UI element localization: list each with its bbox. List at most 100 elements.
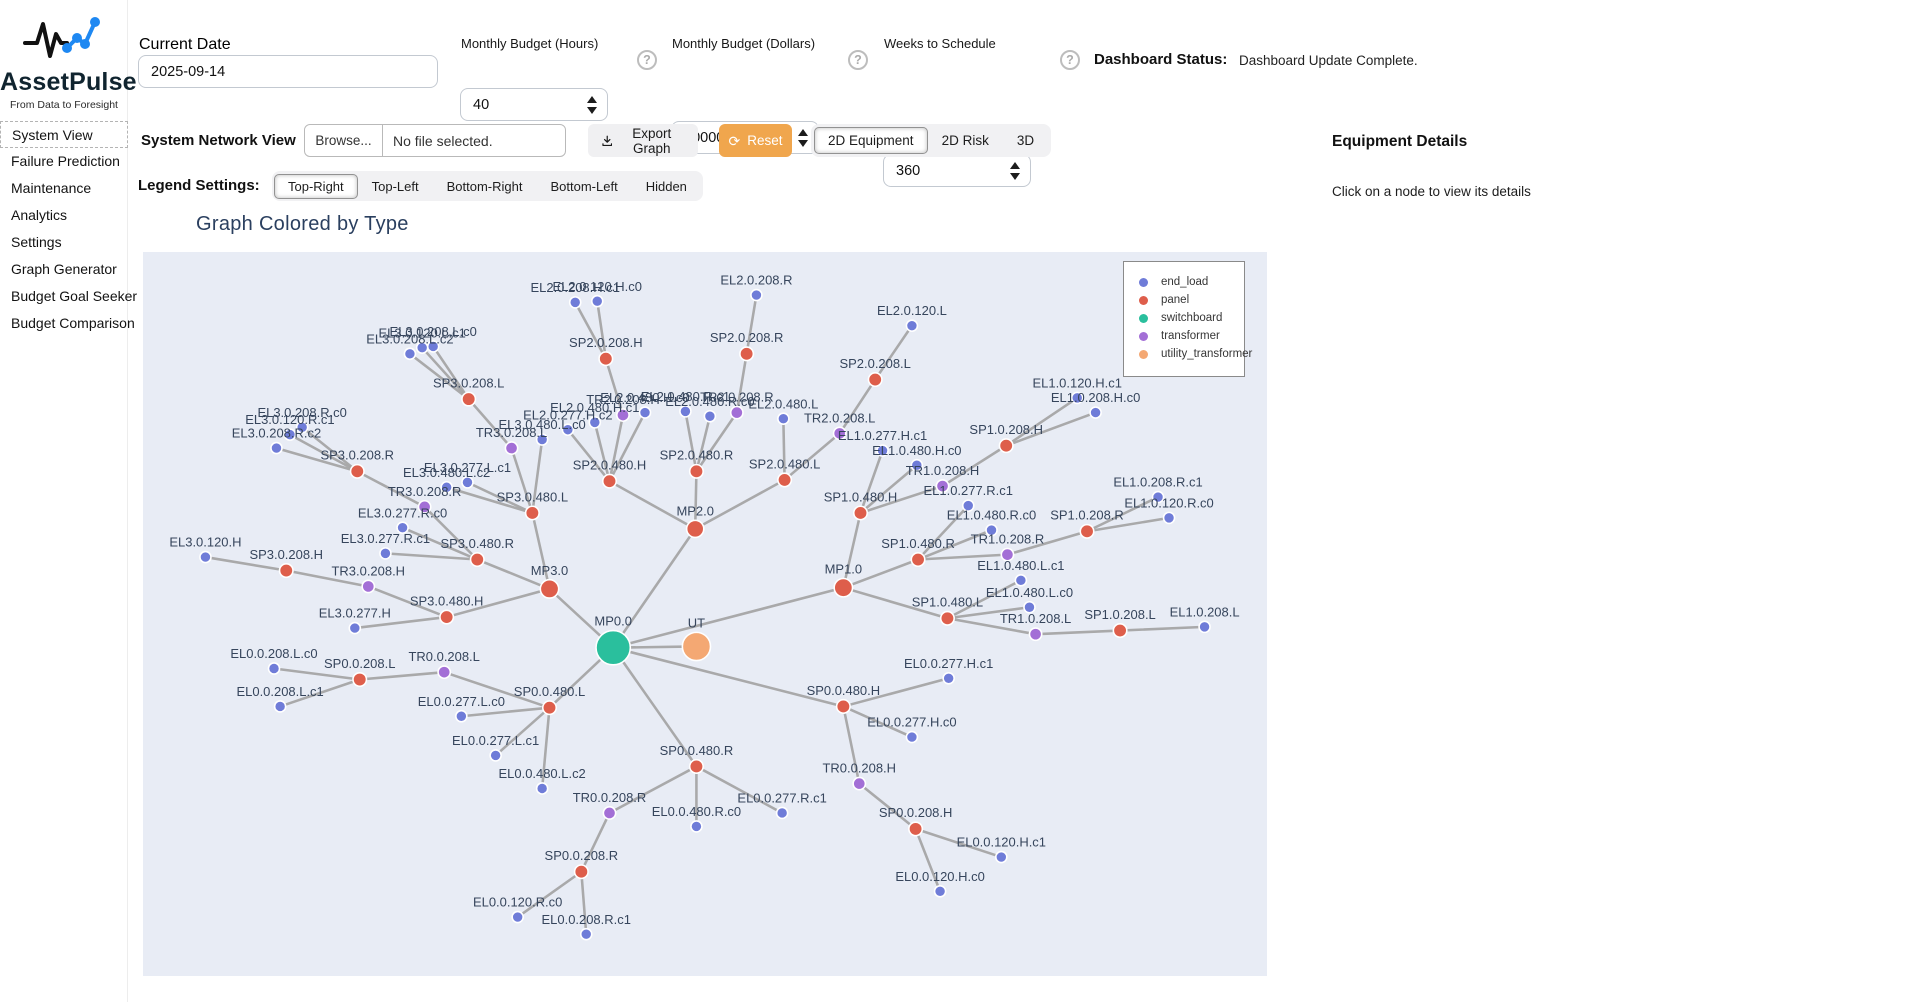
- node-TR0.0.208.H[interactable]: [852, 776, 867, 791]
- node-SP2.0.208.L[interactable]: [867, 371, 883, 388]
- node-SP1.0.208.R[interactable]: [1079, 523, 1095, 539]
- node-EL1.0.480.R.c0[interactable]: [985, 523, 998, 537]
- node-EL1.0.480.L.c0[interactable]: [1023, 600, 1036, 614]
- browse-button[interactable]: Browse...: [305, 125, 383, 156]
- node-SP3.0.480.R[interactable]: [469, 551, 485, 568]
- node-EL2.0.120.L[interactable]: [905, 319, 919, 332]
- node-SP1.0.208.H[interactable]: [998, 438, 1014, 454]
- node-SP0.0.480.R[interactable]: [688, 758, 704, 774]
- node-EL0.0.120.H.c1[interactable]: [994, 850, 1008, 864]
- node-EL1.0.208.R.c1[interactable]: [1151, 490, 1165, 504]
- weeks-stepper[interactable]: [1009, 161, 1021, 180]
- node-EL3.0.277.R.c0[interactable]: [396, 521, 409, 534]
- node-EL2.0.480.H.c1[interactable]: [588, 416, 602, 429]
- legend-entry-switchboard[interactable]: switchboard: [1139, 312, 1244, 324]
- node-TR3.0.208.R[interactable]: [417, 499, 432, 514]
- sidebar-item-analytics[interactable]: Analytics: [11, 207, 68, 223]
- node-EL1.0.120.R.c0[interactable]: [1162, 511, 1176, 525]
- reset-button[interactable]: ⟳ Reset: [719, 124, 792, 157]
- node-EL3.0.208.L.c2[interactable]: [403, 347, 417, 361]
- node-EL3.0.120.R.c1[interactable]: [283, 428, 297, 441]
- node-EL0.0.208.L.c0[interactable]: [267, 662, 281, 675]
- budget-hours-stepper[interactable]: [586, 95, 598, 114]
- node-EL1.0.120.H.c1[interactable]: [1070, 391, 1084, 405]
- current-date-input[interactable]: [139, 56, 437, 87]
- stepper-up-icon[interactable]: [798, 128, 808, 136]
- node-SP2.0.480.L[interactable]: [777, 472, 793, 488]
- node-EL1.0.208.L[interactable]: [1198, 620, 1211, 634]
- node-TR0.0.208.R[interactable]: [602, 806, 617, 820]
- node-EL2.0.480.R.c0[interactable]: [703, 409, 717, 423]
- tab-2d-risk[interactable]: 2D Risk: [941, 133, 989, 148]
- node-TR2.0.208.R[interactable]: [729, 405, 744, 420]
- sidebar-item-failure-prediction[interactable]: Failure Prediction: [11, 153, 120, 169]
- budget-hours-input[interactable]: [461, 89, 607, 120]
- sidebar-item-maintenance[interactable]: Maintenance: [11, 180, 92, 196]
- node-EL0.0.480.R.c0[interactable]: [690, 820, 703, 833]
- budget-hours-help-icon[interactable]: ?: [637, 50, 657, 70]
- node-TR2.0.208.L[interactable]: [832, 426, 847, 441]
- node-EL0.0.277.H.c0[interactable]: [905, 730, 919, 744]
- weeks-help-icon[interactable]: ?: [1060, 50, 1080, 70]
- node-EL0.0.277.R.c1[interactable]: [775, 806, 789, 820]
- file-input[interactable]: Browse... No file selected.: [304, 124, 566, 157]
- node-EL3.0.277.R.c1[interactable]: [379, 547, 392, 560]
- tab-2d-equipment[interactable]: 2D Equipment: [814, 127, 928, 154]
- weeks-input[interactable]: [884, 155, 1030, 186]
- legend-option-bottom-left[interactable]: Bottom-Left: [550, 178, 618, 194]
- stepper-down-icon[interactable]: [798, 139, 808, 147]
- node-EL0.0.208.R.c1[interactable]: [579, 927, 593, 941]
- node-UT[interactable]: [681, 631, 712, 662]
- node-EL0.0.208.L.c1[interactable]: [273, 700, 287, 713]
- legend-entry-utility_transformer[interactable]: utility_transformer: [1139, 348, 1252, 360]
- node-EL2.0.480.L[interactable]: [777, 412, 790, 426]
- node-EL0.0.277.L.c1[interactable]: [489, 749, 502, 762]
- legend-entry-panel[interactable]: panel: [1139, 294, 1244, 306]
- node-SP2.0.208.R[interactable]: [739, 346, 755, 362]
- node-EL0.0.277.L.c0[interactable]: [455, 709, 468, 723]
- legend-option-top-right[interactable]: Top-Right: [274, 173, 358, 199]
- node-SP0.0.208.R[interactable]: [573, 864, 589, 880]
- sidebar-item-system-view[interactable]: System View: [0, 121, 128, 148]
- node-SP1.0.480.R[interactable]: [910, 551, 926, 568]
- node-SP0.0.480.H[interactable]: [835, 698, 851, 714]
- stepper-up-icon[interactable]: [1010, 161, 1020, 169]
- node-TR2.0.208.H[interactable]: [616, 408, 630, 422]
- node-EL2.0.208.R[interactable]: [750, 288, 763, 302]
- stepper-down-icon[interactable]: [1010, 172, 1020, 180]
- node-EL2.0.120.H.c0[interactable]: [590, 294, 604, 308]
- node-EL0.0.277.H.c1[interactable]: [942, 671, 955, 685]
- node-EL0.0.480.L.c2[interactable]: [535, 782, 549, 795]
- tab-3d[interactable]: 3D: [1016, 133, 1035, 148]
- node-EL1.0.480.L.c1[interactable]: [1014, 574, 1028, 587]
- node-SP3.0.480.H[interactable]: [439, 609, 455, 625]
- node-EL3.0.120.L.c1[interactable]: [415, 341, 429, 354]
- node-MP2.0[interactable]: [685, 519, 705, 539]
- node-SP1.0.480.L[interactable]: [939, 610, 955, 626]
- node-EL3.0.277.L.c1[interactable]: [461, 476, 474, 489]
- node-TR0.0.208.L[interactable]: [437, 665, 452, 680]
- node-SP3.0.480.L[interactable]: [524, 505, 540, 521]
- node-EL3.0.480.L.c2[interactable]: [440, 480, 453, 494]
- network-graph-canvas[interactable]: MP0.0 UT MP1.0 MP2.0 MP3.0 SP2.0.480.H SP2.0.4…: [143, 252, 1267, 976]
- node-EL1.0.480.H.c0[interactable]: [910, 458, 924, 472]
- legend-option-hidden[interactable]: Hidden: [645, 178, 687, 194]
- budget-dollars-stepper[interactable]: [797, 128, 809, 147]
- legend-option-top-left[interactable]: Top-Left: [371, 178, 419, 194]
- node-EL1.0.277.R.c1[interactable]: [961, 499, 975, 512]
- node-EL3.0.120.H[interactable]: [199, 550, 212, 564]
- export-graph-button[interactable]: Export Graph: [588, 124, 698, 157]
- stepper-up-icon[interactable]: [587, 95, 597, 103]
- node-SP3.0.208.H[interactable]: [278, 563, 294, 579]
- node-EL3.0.277.H[interactable]: [348, 621, 362, 635]
- node-EL0.0.120.R.c0[interactable]: [511, 910, 524, 924]
- node-MP3.0[interactable]: [539, 578, 560, 599]
- node-EL1.0.208.H.c0[interactable]: [1089, 406, 1102, 419]
- node-EL3.0.208.R.c2[interactable]: [270, 441, 283, 455]
- node-SP2.0.208.H[interactable]: [598, 351, 614, 367]
- sidebar-item-settings[interactable]: Settings: [11, 234, 62, 250]
- node-SP1.0.208.L[interactable]: [1112, 622, 1128, 639]
- node-EL0.0.120.H.c0[interactable]: [933, 885, 947, 898]
- stepper-down-icon[interactable]: [587, 106, 597, 114]
- node-EL3.0.480.L.c0[interactable]: [535, 433, 549, 446]
